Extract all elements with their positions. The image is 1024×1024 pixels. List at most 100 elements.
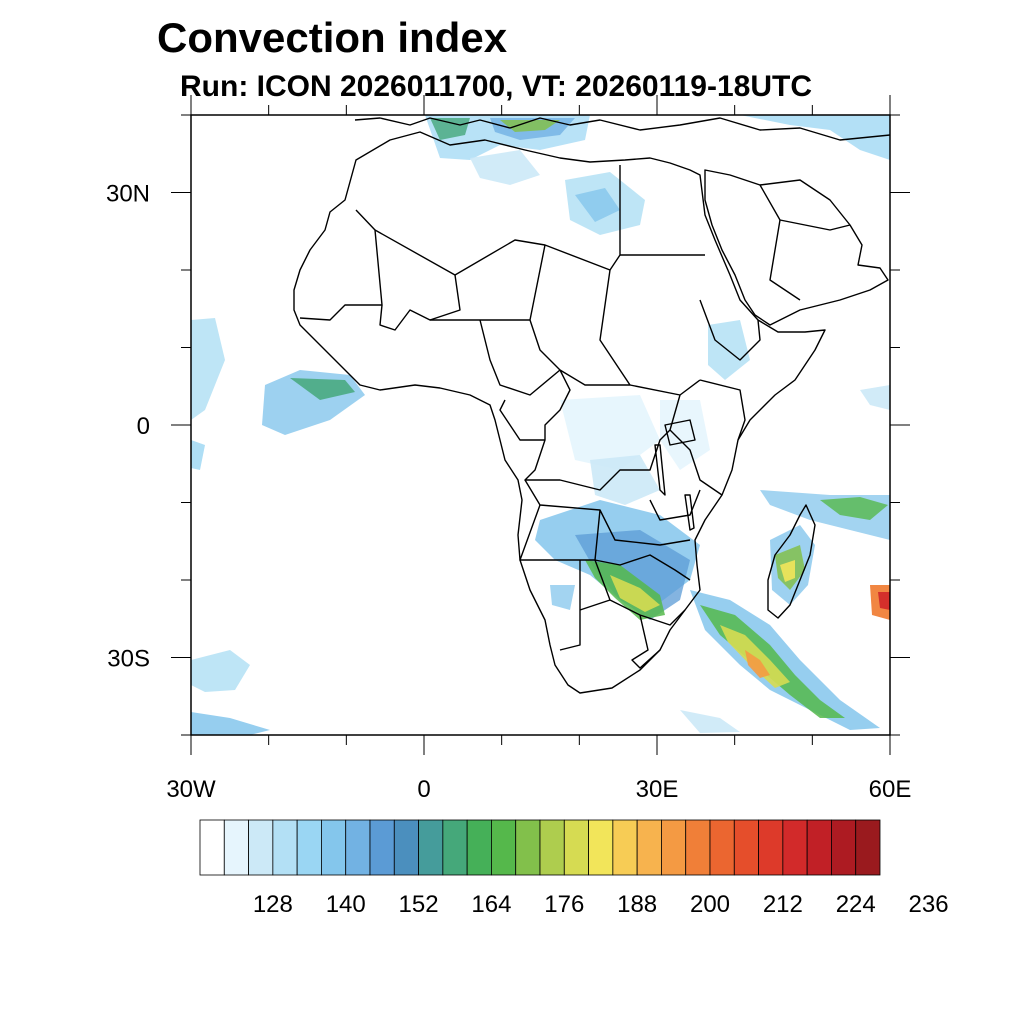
map-subtitle: Run: ICON 2026011700, VT: 20260119-18UTC (180, 70, 813, 103)
field-blob (780, 560, 795, 582)
lon-tick-label: 30W (166, 776, 216, 803)
colorbar-swatch (466, 819, 492, 876)
field-blob (590, 455, 660, 505)
convection-field (191, 115, 890, 735)
colorbar-label: 224 (836, 891, 876, 918)
lake-malawi (684, 494, 695, 531)
lon-tick-label: 60E (869, 776, 912, 803)
colorbar-swatch (515, 819, 541, 876)
country-border (631, 614, 661, 669)
country-border (559, 560, 581, 651)
colorbar-swatch (588, 819, 614, 876)
axis-tick-labels: 30W 0 30E 60E 30N 0 30S (106, 181, 911, 804)
colorbar-swatch (831, 819, 857, 876)
field-blob (500, 120, 560, 132)
field-blob (575, 188, 620, 222)
colorbar-label: 128 (253, 891, 293, 918)
colorbar-swatch (733, 819, 759, 876)
colorbar-swatch (199, 819, 225, 876)
country-border (299, 209, 383, 321)
colorbar-swatch (491, 819, 517, 876)
madagascar-coastline (767, 504, 816, 619)
colorbar-swatch (636, 819, 662, 876)
colorbar-label: 236 (909, 891, 949, 918)
colorbar-swatch (539, 819, 565, 876)
country-border (769, 219, 801, 301)
colorbar-swatch (806, 819, 832, 876)
lat-tick-label: 30S (107, 646, 150, 673)
colorbar-swatch (758, 819, 784, 876)
africa-coastline (293, 131, 826, 694)
lat-tick-label: 30N (106, 181, 150, 208)
country-border (669, 394, 723, 496)
field-blob (820, 497, 888, 520)
map-title: Convection index (157, 14, 508, 61)
country-border (529, 244, 701, 396)
colorbar-swatch (685, 819, 711, 876)
lake-victoria (664, 419, 696, 446)
field-blob (708, 320, 750, 380)
country-border (599, 269, 631, 386)
field-blob (745, 650, 770, 678)
colorbar-label: 164 (471, 891, 511, 918)
country-border (499, 369, 571, 441)
field-blob (740, 115, 890, 160)
field-blob (550, 585, 575, 610)
colorbar-swatch (223, 819, 249, 876)
colorbar-label: 140 (326, 891, 366, 918)
field-blob (191, 440, 205, 470)
field-blob (290, 378, 355, 400)
colorbar-swatch (296, 819, 322, 876)
country-border (524, 429, 671, 491)
field-blob (191, 650, 250, 692)
colorbar-swatch (321, 819, 347, 876)
field-blob (860, 385, 890, 410)
colorbar-swatch (782, 819, 808, 876)
colorbar-swatch (418, 819, 444, 876)
field-blob (878, 592, 890, 610)
colorbar-swatch (855, 819, 881, 876)
colorbar-swatch (563, 819, 589, 876)
country-border (759, 184, 851, 231)
country-border (649, 489, 701, 521)
country-border (699, 299, 761, 361)
europe-coastline (354, 117, 890, 141)
axis-ticks (171, 95, 910, 755)
field-blob (191, 712, 270, 735)
field-blob (191, 318, 225, 420)
colorbar-label: 152 (399, 891, 439, 918)
country-border (379, 274, 461, 331)
colorbar-label: 200 (690, 891, 730, 918)
colorbar-labels: 128 140 152 164 176 188 200 212 224 236 (253, 891, 949, 918)
colorbar-swatch (709, 819, 735, 876)
lon-tick-label: 0 (417, 776, 430, 803)
country-border (519, 504, 595, 561)
lon-tick-label: 30E (636, 776, 679, 803)
colorbar-swatch (661, 819, 687, 876)
colorbar-swatch (442, 819, 468, 876)
field-blob (470, 150, 540, 185)
country-border (594, 509, 691, 581)
colorbar-swatch (612, 819, 638, 876)
country-border (479, 319, 561, 396)
colorbar-swatch (369, 819, 395, 876)
field-blob (610, 575, 660, 612)
field-blob (430, 118, 470, 140)
lake-tanganyika (654, 444, 666, 496)
colorbar-label: 176 (544, 891, 584, 918)
country-border (699, 379, 746, 441)
field-blob (680, 710, 740, 733)
colorbar (199, 819, 881, 876)
field-blob (660, 400, 710, 470)
colorbar-swatch (272, 819, 298, 876)
coastlines-and-borders (293, 117, 890, 694)
colorbar-label: 188 (617, 891, 657, 918)
arabia-coastline (704, 169, 889, 326)
country-border (524, 479, 691, 546)
colorbar-label: 212 (763, 891, 803, 918)
colorbar-swatch (248, 819, 274, 876)
colorbar-swatch (393, 819, 419, 876)
field-blob (560, 395, 660, 470)
country-border (579, 599, 611, 611)
